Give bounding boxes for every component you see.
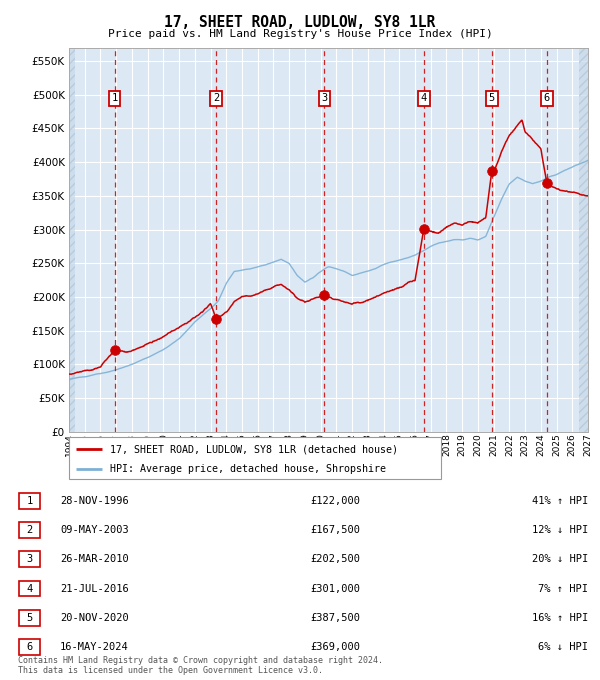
FancyBboxPatch shape <box>19 610 40 626</box>
Text: 4: 4 <box>421 93 427 103</box>
Text: £301,000: £301,000 <box>310 583 360 594</box>
Text: 21-JUL-2016: 21-JUL-2016 <box>60 583 129 594</box>
Text: £202,500: £202,500 <box>310 554 360 564</box>
Text: 41% ↑ HPI: 41% ↑ HPI <box>532 496 588 506</box>
Text: 26-MAR-2010: 26-MAR-2010 <box>60 554 129 564</box>
Text: HPI: Average price, detached house, Shropshire: HPI: Average price, detached house, Shro… <box>110 464 386 474</box>
FancyBboxPatch shape <box>19 522 40 538</box>
Text: 6: 6 <box>26 642 32 652</box>
Text: £122,000: £122,000 <box>310 496 360 506</box>
Text: 2: 2 <box>213 93 220 103</box>
Text: 20% ↓ HPI: 20% ↓ HPI <box>532 554 588 564</box>
Text: 6% ↓ HPI: 6% ↓ HPI <box>538 642 588 652</box>
Text: 1: 1 <box>112 93 118 103</box>
FancyBboxPatch shape <box>19 581 40 596</box>
Text: 09-MAY-2003: 09-MAY-2003 <box>60 525 129 535</box>
Text: 16-MAY-2024: 16-MAY-2024 <box>60 642 129 652</box>
Text: £167,500: £167,500 <box>310 525 360 535</box>
Text: 5: 5 <box>489 93 495 103</box>
Text: £369,000: £369,000 <box>310 642 360 652</box>
Text: £387,500: £387,500 <box>310 613 360 623</box>
Text: Price paid vs. HM Land Registry's House Price Index (HPI): Price paid vs. HM Land Registry's House … <box>107 29 493 39</box>
Text: 16% ↑ HPI: 16% ↑ HPI <box>532 613 588 623</box>
FancyBboxPatch shape <box>69 437 441 479</box>
Text: 6: 6 <box>544 93 550 103</box>
Text: 5: 5 <box>26 613 32 623</box>
Text: 20-NOV-2020: 20-NOV-2020 <box>60 613 129 623</box>
FancyBboxPatch shape <box>19 551 40 567</box>
Text: Contains HM Land Registry data © Crown copyright and database right 2024.: Contains HM Land Registry data © Crown c… <box>18 656 383 665</box>
Text: 12% ↓ HPI: 12% ↓ HPI <box>532 525 588 535</box>
Text: 3: 3 <box>321 93 328 103</box>
Text: 17, SHEET ROAD, LUDLOW, SY8 1LR: 17, SHEET ROAD, LUDLOW, SY8 1LR <box>164 15 436 30</box>
Text: 2: 2 <box>26 525 32 535</box>
Text: 17, SHEET ROAD, LUDLOW, SY8 1LR (detached house): 17, SHEET ROAD, LUDLOW, SY8 1LR (detache… <box>110 444 398 454</box>
FancyBboxPatch shape <box>19 493 40 509</box>
Text: 3: 3 <box>26 554 32 564</box>
Text: 7% ↑ HPI: 7% ↑ HPI <box>538 583 588 594</box>
Text: This data is licensed under the Open Government Licence v3.0.: This data is licensed under the Open Gov… <box>18 666 323 675</box>
FancyBboxPatch shape <box>19 639 40 655</box>
Text: 1: 1 <box>26 496 32 506</box>
Text: 28-NOV-1996: 28-NOV-1996 <box>60 496 129 506</box>
Text: 4: 4 <box>26 583 32 594</box>
